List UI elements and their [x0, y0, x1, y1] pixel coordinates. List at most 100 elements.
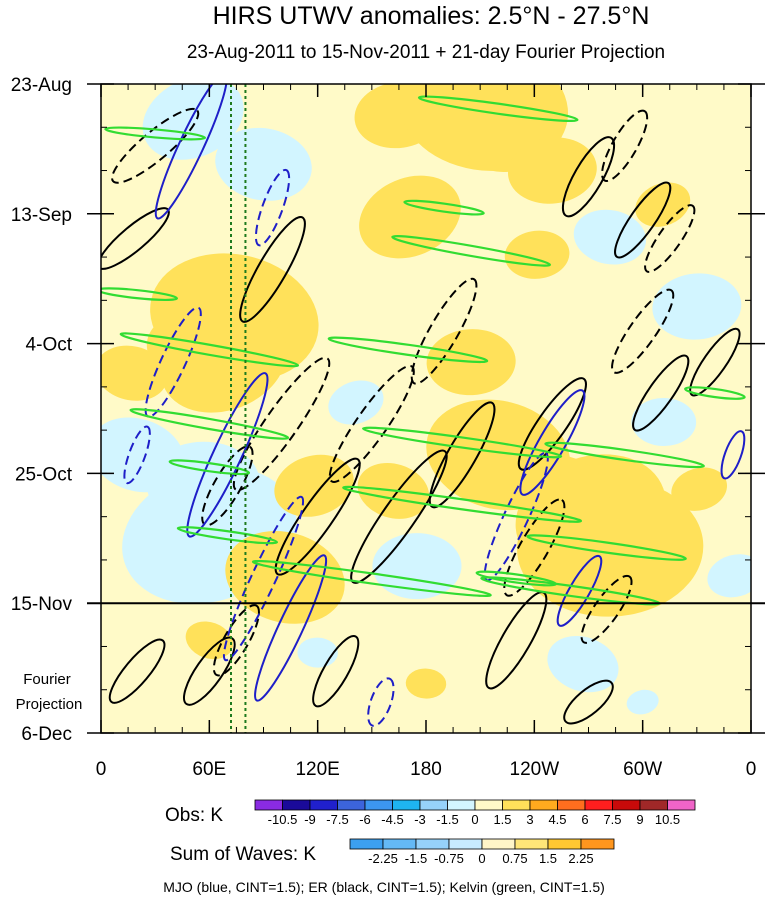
projection-label-line-1: Fourier [23, 671, 71, 688]
kelvin-contour [361, 426, 563, 459]
mjo-contour [186, 372, 269, 538]
anomaly-blob [215, 127, 312, 201]
colorbar-level-label: -10.5 [268, 812, 298, 827]
colorbar-box [254, 799, 283, 811]
er-contour [517, 377, 587, 471]
y-tick-label: 6-Dec [21, 724, 72, 745]
colorbar-level-label: 1.5 [493, 812, 511, 827]
colorbar-box [584, 799, 613, 811]
colorbar-box [309, 799, 338, 811]
colorbar-level-label: 2.25 [568, 851, 593, 866]
colorbar-box [419, 799, 448, 811]
er-contour [201, 445, 254, 527]
er-contour [410, 277, 478, 385]
colorbar-level-label: 0 [471, 812, 478, 827]
mjo-contour [254, 168, 291, 247]
mjo-contour [254, 554, 328, 702]
colorbar-level-label: 0.75 [502, 851, 527, 866]
kelvin-contour [417, 95, 579, 123]
er-contour [183, 636, 236, 706]
contour-legend: MJO (blue, CINT=1.5); ER (black, CINT=1.… [163, 879, 605, 895]
colorbar-level-label: -2.25 [368, 851, 398, 866]
x-tick-label: 120E [295, 759, 339, 780]
waves-colorbar-label: Sum of Waves: K [170, 844, 316, 865]
er-contour [644, 204, 696, 273]
colorbar-box [392, 799, 421, 811]
er-contour [561, 136, 616, 218]
obs-colorbar-label: Obs: K [165, 805, 223, 826]
chart-title: HIRS UTWV anomalies: 2.5°N - 27.5°N [213, 2, 650, 30]
projection-label-line-2: Projection [16, 696, 83, 713]
colorbar-level-label: 1.5 [539, 851, 557, 866]
er-contour [212, 604, 260, 677]
y-tick-label: 4-Oct [26, 335, 73, 356]
y-tick-label: 25-Oct [15, 464, 73, 485]
mjo-contour [123, 425, 151, 485]
anomaly-blob [405, 668, 447, 699]
er-contour [328, 364, 415, 483]
x-tick-label: 60E [192, 759, 226, 780]
chart-subtitle: 23-Aug-2011 to 15-Nov-2011 + 21-day Four… [187, 42, 665, 63]
y-tick-label: 23-Aug [11, 75, 72, 96]
colorbar-box [529, 799, 558, 811]
kelvin-contour [403, 199, 485, 216]
colorbar-level-label: 3 [526, 812, 533, 827]
kelvin-contour [342, 485, 583, 523]
kelvin-contour [101, 287, 178, 302]
colorbar-level-label: 6 [581, 812, 588, 827]
er-contour [632, 354, 690, 432]
colorbar-box [580, 838, 615, 850]
colorbar-box [481, 838, 516, 850]
colorbar-box [349, 838, 384, 850]
er-contour [689, 327, 741, 397]
y-tick-label: 15-Nov [11, 594, 73, 615]
kelvin-contour [104, 126, 207, 141]
colorbar-level-label: -1.5 [405, 851, 427, 866]
x-tick-label: 60W [623, 759, 662, 780]
er-contour [111, 107, 200, 184]
waves-colorbar: -2.25 -1.5 -0.75 0 0.75 1.5 2.25 [349, 838, 615, 866]
kelvin-contour [526, 534, 687, 561]
colorbar-level-label: -3 [414, 812, 426, 827]
colorbar-level-label: -0.75 [434, 851, 464, 866]
plot-area: 0 60E 120E 180 120W 60W 0 23-Aug 13-Sep 4-Oct 25-O… [11, 75, 765, 780]
kelvin-contour [176, 526, 279, 545]
anomaly-blob [707, 554, 751, 598]
colorbar-box [612, 799, 641, 811]
colorbar-box [382, 838, 417, 850]
colorbar-level-label: 0 [478, 851, 485, 866]
colorbar-level-label: -6 [359, 812, 371, 827]
colorbar-level-label: -9 [304, 812, 316, 827]
colorbar-level-label: -1.5 [436, 812, 458, 827]
colorbar-box [415, 838, 450, 850]
kelvin-contour [391, 235, 552, 267]
colorbar-box [514, 838, 549, 850]
colorbar-box [337, 799, 366, 811]
kelvin-contour [327, 336, 489, 364]
colorbar-box [502, 799, 531, 811]
wave-contours [101, 84, 746, 727]
er-contour [274, 457, 361, 576]
colorbar-level-label: 7.5 [603, 812, 621, 827]
colorbar-box [639, 799, 668, 811]
colorbar-box [667, 799, 696, 811]
y-tick-label: 13-Sep [11, 205, 72, 226]
anomaly-blob [573, 209, 647, 265]
anomaly-blob [547, 635, 619, 693]
er-contour [614, 181, 672, 259]
mjo-contour [154, 84, 228, 220]
er-contour [428, 401, 496, 509]
colorbar-level-label: 4.5 [548, 812, 566, 827]
mjo-contour [367, 677, 395, 727]
anomaly-blob [185, 621, 233, 660]
colorbar-box [557, 799, 586, 811]
kelvin-contour [129, 408, 290, 440]
reference-lines [230, 84, 247, 733]
er-contour [503, 498, 566, 597]
colorbar-level-label: -7.5 [326, 812, 348, 827]
anomaly-blob [631, 398, 697, 447]
x-tick-label: 120W [510, 759, 560, 780]
axes: 0 60E 120E 180 120W 60W 0 23-Aug 13-Sep 4-Oct 25-O… [11, 75, 765, 780]
x-tick-label: 0 [96, 759, 107, 780]
kelvin-contour [684, 386, 746, 400]
